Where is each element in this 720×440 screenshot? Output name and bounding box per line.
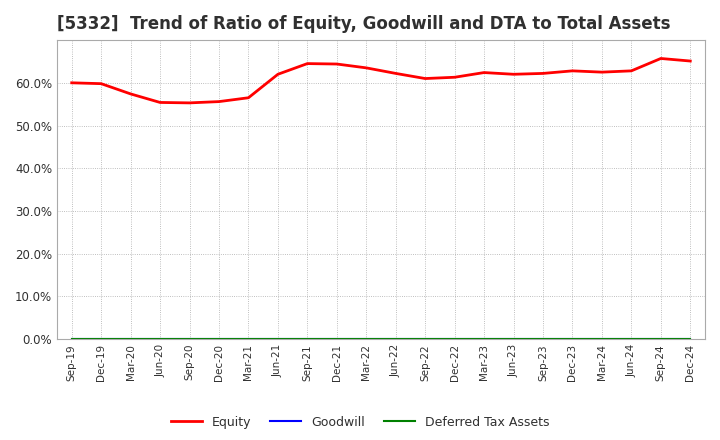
Goodwill — [274, 336, 282, 341]
Equity — [539, 71, 547, 76]
Equity — [421, 76, 430, 81]
Deferred Tax Assets — [274, 336, 282, 341]
Deferred Tax Assets — [509, 336, 518, 341]
Equity — [68, 80, 76, 85]
Equity — [274, 72, 282, 77]
Deferred Tax Assets — [156, 336, 164, 341]
Goodwill — [68, 336, 76, 341]
Deferred Tax Assets — [450, 336, 459, 341]
Goodwill — [627, 336, 636, 341]
Goodwill — [480, 336, 488, 341]
Deferred Tax Assets — [333, 336, 341, 341]
Deferred Tax Assets — [421, 336, 430, 341]
Equity — [215, 99, 223, 104]
Goodwill — [686, 336, 695, 341]
Equity — [244, 95, 253, 100]
Goodwill — [333, 336, 341, 341]
Goodwill — [156, 336, 164, 341]
Goodwill — [598, 336, 606, 341]
Deferred Tax Assets — [362, 336, 371, 341]
Goodwill — [215, 336, 223, 341]
Deferred Tax Assets — [68, 336, 76, 341]
Goodwill — [450, 336, 459, 341]
Equity — [392, 71, 400, 76]
Goodwill — [509, 336, 518, 341]
Deferred Tax Assets — [627, 336, 636, 341]
Goodwill — [126, 336, 135, 341]
Equity — [686, 59, 695, 64]
Equity — [450, 75, 459, 80]
Deferred Tax Assets — [657, 336, 665, 341]
Equity — [185, 100, 194, 106]
Equity — [480, 70, 488, 75]
Equity — [627, 68, 636, 73]
Deferred Tax Assets — [303, 336, 312, 341]
Equity — [598, 70, 606, 75]
Equity — [657, 56, 665, 61]
Deferred Tax Assets — [480, 336, 488, 341]
Equity — [303, 61, 312, 66]
Equity — [509, 72, 518, 77]
Deferred Tax Assets — [686, 336, 695, 341]
Text: [5332]  Trend of Ratio of Equity, Goodwill and DTA to Total Assets: [5332] Trend of Ratio of Equity, Goodwil… — [57, 15, 670, 33]
Goodwill — [421, 336, 430, 341]
Goodwill — [392, 336, 400, 341]
Deferred Tax Assets — [392, 336, 400, 341]
Deferred Tax Assets — [598, 336, 606, 341]
Goodwill — [568, 336, 577, 341]
Deferred Tax Assets — [215, 336, 223, 341]
Goodwill — [244, 336, 253, 341]
Deferred Tax Assets — [126, 336, 135, 341]
Deferred Tax Assets — [185, 336, 194, 341]
Goodwill — [539, 336, 547, 341]
Deferred Tax Assets — [568, 336, 577, 341]
Equity — [568, 68, 577, 73]
Deferred Tax Assets — [244, 336, 253, 341]
Goodwill — [97, 336, 106, 341]
Equity — [362, 65, 371, 70]
Equity — [126, 91, 135, 96]
Line: Equity: Equity — [72, 59, 690, 103]
Deferred Tax Assets — [97, 336, 106, 341]
Deferred Tax Assets — [539, 336, 547, 341]
Goodwill — [362, 336, 371, 341]
Equity — [97, 81, 106, 86]
Goodwill — [657, 336, 665, 341]
Goodwill — [303, 336, 312, 341]
Legend: Equity, Goodwill, Deferred Tax Assets: Equity, Goodwill, Deferred Tax Assets — [166, 411, 554, 434]
Equity — [333, 62, 341, 67]
Goodwill — [185, 336, 194, 341]
Equity — [156, 100, 164, 105]
